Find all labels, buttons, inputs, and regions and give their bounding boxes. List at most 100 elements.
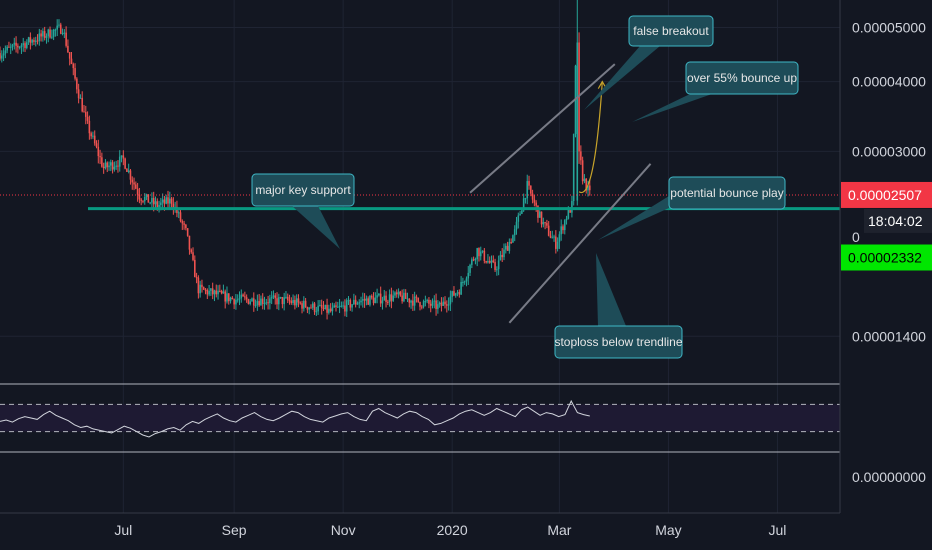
candle-body xyxy=(263,302,266,304)
candle-body xyxy=(515,221,518,230)
callout-pointer xyxy=(598,196,669,240)
candle-body xyxy=(440,302,443,306)
candle-body xyxy=(59,24,62,34)
candle-body xyxy=(258,301,260,306)
candle-body xyxy=(47,29,50,37)
candle-body xyxy=(249,301,252,304)
candle-body xyxy=(442,301,445,306)
rsi-line xyxy=(0,399,590,438)
rsi-indicator-pane xyxy=(0,383,840,453)
candle-body xyxy=(588,185,591,191)
candle-body xyxy=(356,303,359,305)
candle-body xyxy=(488,260,491,263)
candle-body xyxy=(326,304,328,313)
candle-body xyxy=(136,188,139,195)
candle-body xyxy=(52,29,55,37)
rsi-band xyxy=(0,404,840,432)
last-price-tag xyxy=(841,181,932,208)
candle-body xyxy=(165,197,168,204)
candle-body xyxy=(267,302,269,304)
candle-body xyxy=(93,135,96,144)
candle-body xyxy=(446,304,448,306)
candle-body xyxy=(261,298,264,304)
candle-body xyxy=(362,299,364,301)
callout-label: stoploss below trendline xyxy=(554,335,682,349)
candle-body xyxy=(15,42,17,46)
candle-body xyxy=(460,281,462,295)
candle-body xyxy=(247,299,250,304)
candle-body xyxy=(79,97,82,99)
candle-body xyxy=(333,305,336,308)
callout-label: over 55% bounce up xyxy=(687,71,797,85)
candle-body xyxy=(61,32,64,34)
candle-body xyxy=(301,303,303,309)
candle-body xyxy=(8,46,10,48)
candle-body xyxy=(115,165,117,167)
candle-body xyxy=(320,304,323,309)
candle-body xyxy=(390,294,393,301)
candle-body xyxy=(499,254,502,261)
candle-body xyxy=(45,36,48,38)
candle-body xyxy=(530,185,532,194)
annotation-callouts: false breakout over 55% bounce up major ke… xyxy=(251,15,799,359)
candle-body xyxy=(367,298,369,305)
callout-label: major key support xyxy=(255,183,351,197)
candle-body xyxy=(167,197,169,204)
candle-body xyxy=(506,245,509,251)
candle-body xyxy=(279,297,282,299)
candle-body xyxy=(240,294,243,299)
candle-body xyxy=(383,295,386,301)
candle-body xyxy=(422,301,425,307)
time-tick-label: Sep xyxy=(222,522,247,538)
candle-body xyxy=(24,43,26,48)
candle-body xyxy=(163,199,166,204)
candle-body xyxy=(147,194,150,203)
candle-body xyxy=(242,294,244,297)
candle-body xyxy=(335,305,337,308)
candle-body xyxy=(553,236,555,238)
candle-body xyxy=(0,53,1,59)
candle-body xyxy=(467,272,470,279)
candle-body xyxy=(190,249,193,253)
candle-body xyxy=(331,307,334,312)
candle-body xyxy=(129,170,132,180)
time-tick-label: Mar xyxy=(547,522,571,538)
candle-body xyxy=(420,306,423,308)
candle-body xyxy=(83,111,85,113)
candle-body xyxy=(185,224,187,229)
candle-body xyxy=(179,212,182,222)
candle-body xyxy=(29,37,32,43)
candle-body xyxy=(447,304,450,306)
time-axis[interactable]: Jul Sep Nov 2020 Mar May Jul xyxy=(0,512,840,538)
candle-body xyxy=(547,225,550,236)
candle-body xyxy=(344,305,346,312)
candle-body xyxy=(269,298,271,304)
candle-body xyxy=(329,308,332,312)
candle-body xyxy=(67,45,69,53)
candle-body xyxy=(556,241,559,249)
candle-body xyxy=(535,202,537,206)
candle-body xyxy=(231,297,234,300)
candle-body xyxy=(487,260,489,263)
candle-body xyxy=(481,250,484,252)
candle-body xyxy=(451,291,453,297)
candle-body xyxy=(118,156,121,167)
candle-body xyxy=(113,166,116,170)
candle-body xyxy=(544,222,546,224)
candle-body xyxy=(188,235,191,250)
candle-body xyxy=(406,298,409,300)
candle-body xyxy=(84,112,87,117)
candle-body xyxy=(270,296,273,299)
countdown-tag-label: 18:04:02 xyxy=(868,213,923,229)
candle-body xyxy=(528,181,530,186)
candle-body xyxy=(456,292,459,294)
candle-body xyxy=(306,307,309,310)
candle-body xyxy=(145,194,148,198)
candle-body xyxy=(143,197,146,202)
callout-pointer xyxy=(292,206,340,249)
candle-body xyxy=(524,198,527,200)
candle-body xyxy=(551,237,554,239)
candle-body xyxy=(126,168,128,172)
price-axis[interactable]: 0.00005000 0.00004000 0.00003000 0.00001400… xyxy=(839,0,926,513)
